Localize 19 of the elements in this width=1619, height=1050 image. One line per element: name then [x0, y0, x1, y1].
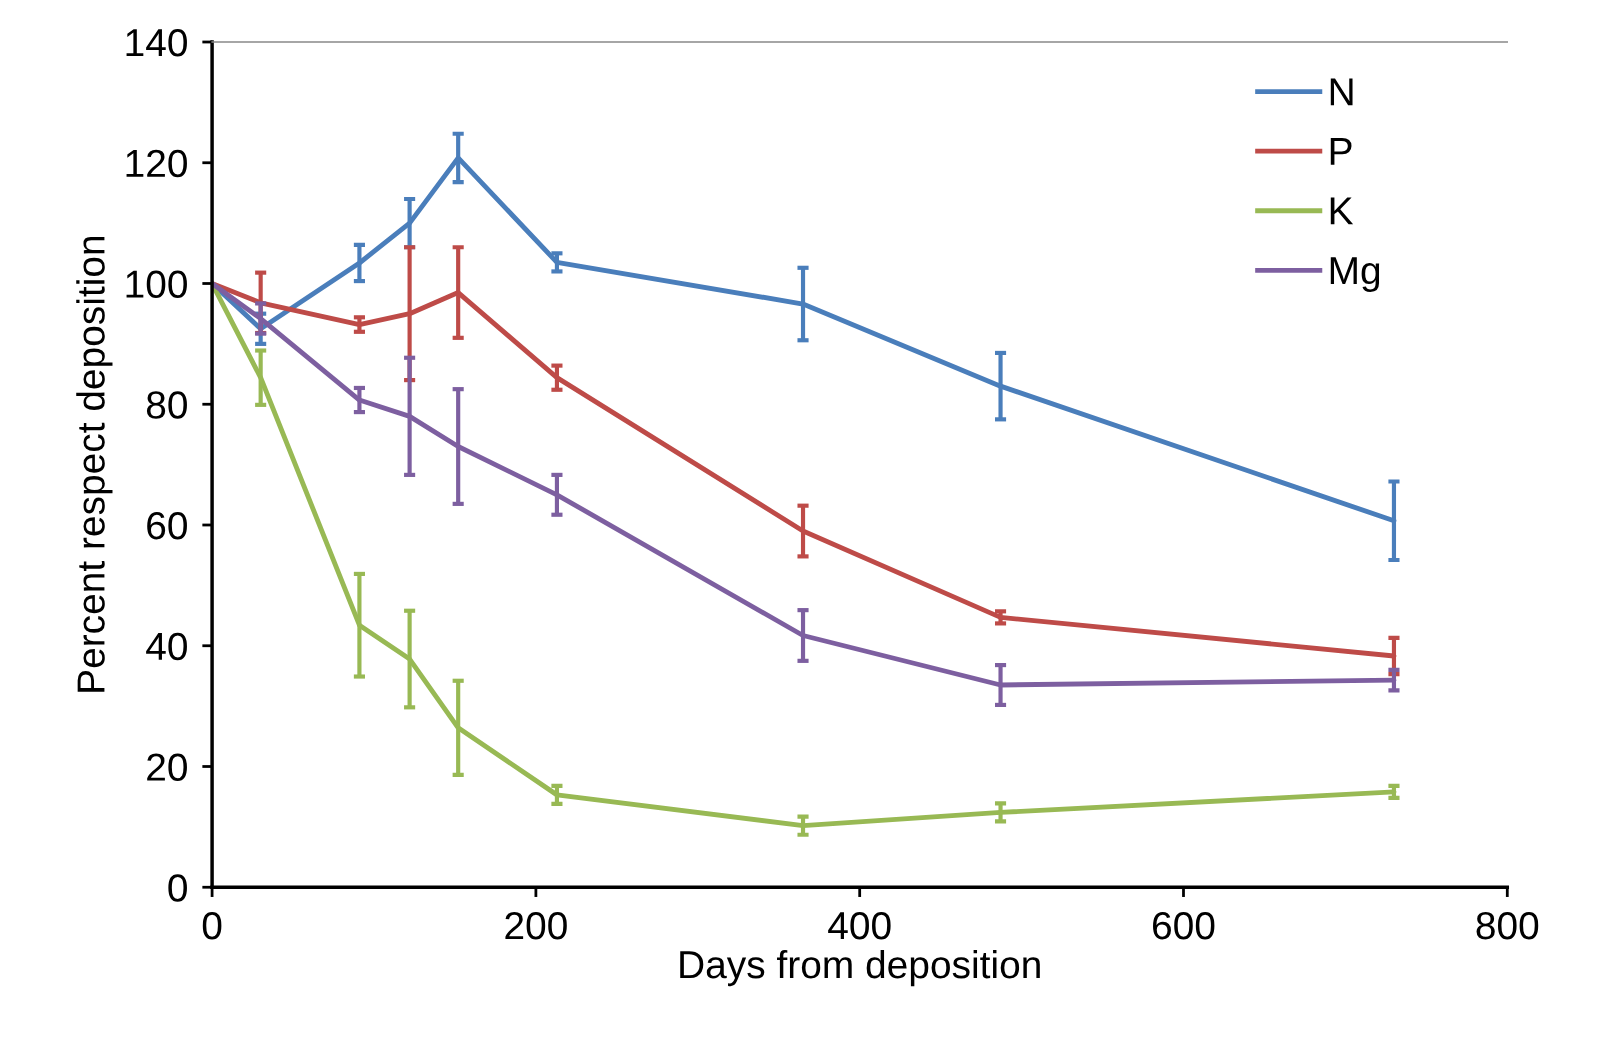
legend-label: P	[1330, 138, 1352, 165]
y-tick-label: 60	[147, 511, 187, 540]
y-tick-label: 140	[126, 28, 187, 57]
y-tick-label: 120	[126, 149, 187, 178]
y-tick-label: 80	[146, 391, 187, 419]
legend-label: N	[1330, 78, 1353, 106]
y-tick-label: 20	[147, 753, 187, 781]
y-tick-label: 0	[168, 874, 187, 902]
legend-label: Mg	[1330, 257, 1380, 293]
x-axis-title: Days from deposition	[680, 949, 1040, 987]
x-tick-label: 600	[1153, 911, 1215, 940]
legend-label: K	[1330, 197, 1354, 225]
x-tick-label: 0	[202, 911, 222, 940]
y-axis-title: Percent respect deposition	[76, 236, 113, 692]
x-tick-label: 800	[1476, 911, 1539, 940]
y-tick-label: 100	[126, 270, 187, 298]
x-tick-label: 400	[828, 911, 891, 940]
y-tick-label: 40	[146, 632, 187, 661]
x-tick-label: 200	[505, 911, 567, 940]
